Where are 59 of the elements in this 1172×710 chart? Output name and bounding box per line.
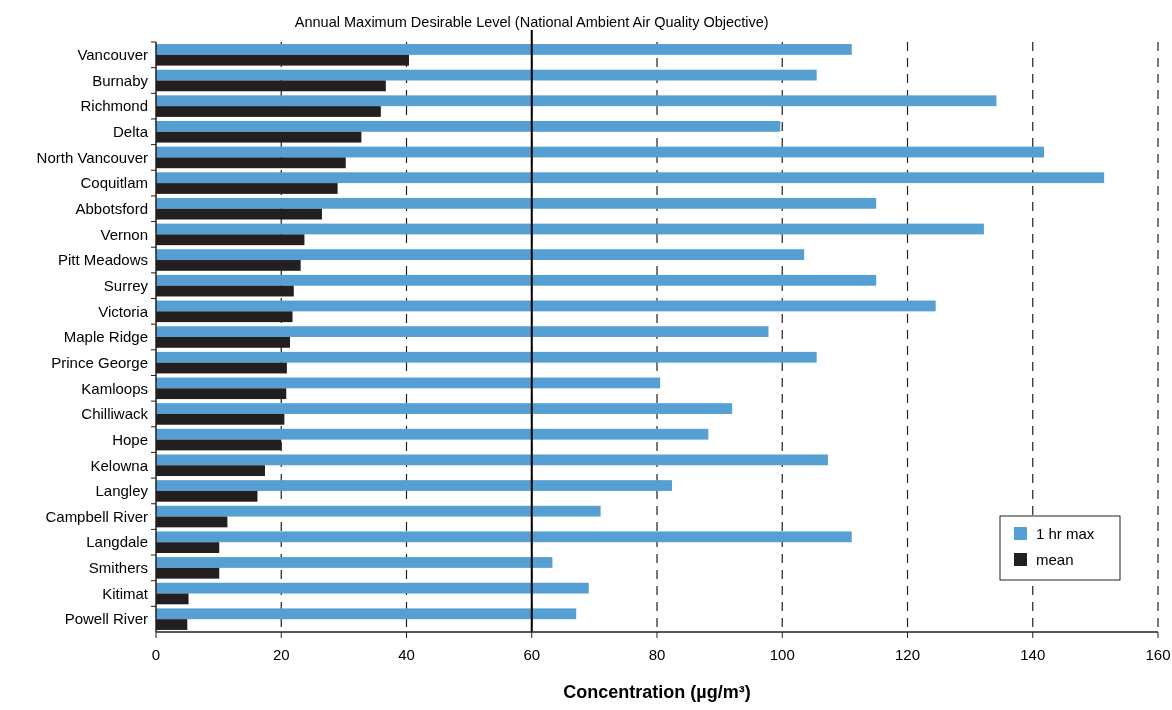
bar	[156, 557, 553, 568]
legend-label: mean	[1036, 551, 1074, 569]
bar	[156, 172, 1105, 184]
bar	[156, 531, 852, 543]
bar	[156, 69, 817, 81]
bar	[156, 377, 661, 389]
y-tick-label: Chilliwack	[81, 405, 149, 423]
y-tick-label: Hope	[112, 430, 148, 448]
x-tick-label: 100	[769, 646, 795, 663]
y-tick-label: Vancouver	[77, 46, 148, 64]
y-tick-label: Delta	[112, 123, 149, 141]
bar	[156, 608, 577, 620]
bar	[156, 274, 877, 286]
bar	[156, 95, 997, 107]
y-tick-label: Surrey	[103, 276, 149, 294]
y-tick-label: Vernon	[100, 225, 148, 243]
bar	[156, 505, 601, 517]
y-tick-label: North Vancouver	[36, 148, 148, 166]
bar	[156, 351, 817, 363]
x-tick-label: 0	[151, 646, 161, 663]
bar	[156, 197, 877, 209]
bar	[156, 326, 769, 337]
bar	[156, 454, 828, 466]
y-tick-label: Smithers	[88, 559, 148, 577]
bar	[156, 121, 781, 132]
bar	[156, 403, 733, 414]
y-tick-label: Victoria	[98, 302, 149, 320]
y-tick-label: Kitimat	[102, 584, 149, 602]
x-axis-title: Concentration (µg/m³)	[563, 682, 751, 702]
bar	[156, 223, 984, 235]
x-tick-label: 160	[1145, 646, 1171, 663]
y-tick-label: Prince George	[51, 353, 148, 371]
bar	[156, 44, 852, 55]
y-tick-label: Powell River	[64, 610, 148, 628]
bar	[156, 428, 709, 440]
x-tick-label: 20	[272, 646, 290, 663]
y-tick-label: Kamloops	[81, 379, 148, 397]
bar	[156, 480, 673, 491]
y-tick-label: Campbell River	[45, 507, 148, 525]
bar	[156, 582, 589, 594]
y-tick-label: Burnaby	[92, 71, 149, 89]
y-tick-label: Pitt Meadows	[57, 251, 148, 269]
y-tick-label: Kelowna	[90, 456, 149, 474]
x-tick-label: 120	[894, 646, 921, 663]
y-tick-label: Abbotsford	[75, 199, 148, 217]
x-tick-label: 140	[1020, 646, 1046, 663]
y-tick-label: Richmond	[80, 97, 148, 115]
bar	[156, 300, 936, 312]
y-tick-label: Langdale	[86, 533, 148, 551]
bar	[156, 249, 805, 261]
y-tick-label: Langley	[95, 482, 149, 500]
y-tick-label: Maple Ridge	[63, 328, 148, 346]
y-tick-label: Coquitlam	[80, 174, 148, 192]
x-tick-label: 80	[648, 646, 666, 663]
x-tick-label: 40	[398, 646, 415, 663]
legend-label: 1 hr max	[1036, 525, 1095, 543]
x-tick-label: 60	[523, 646, 541, 663]
ref-line-label: Annual Maximum Desirable Level (National Ambient Air Quality Objective)	[294, 14, 769, 30]
bar	[156, 146, 1045, 158]
